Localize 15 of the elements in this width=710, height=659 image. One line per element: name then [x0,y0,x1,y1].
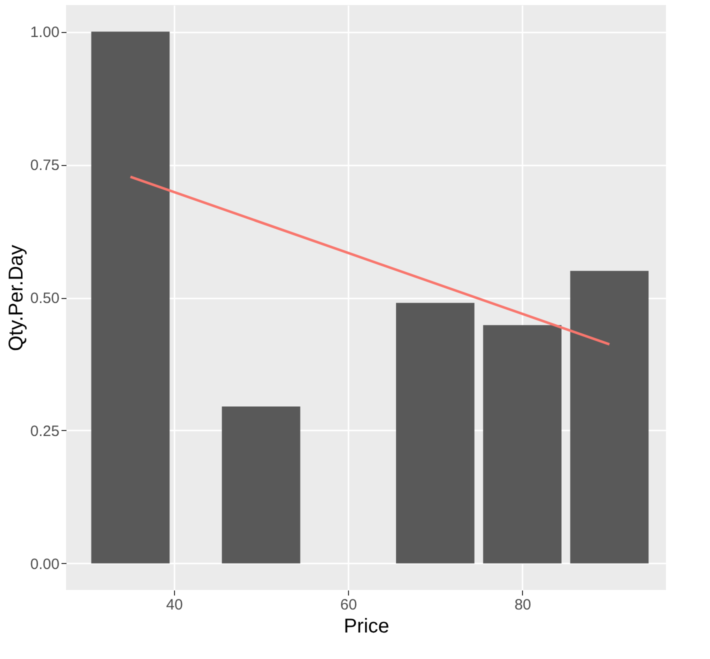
bar [396,302,474,564]
x-tick-label: 40 [166,596,183,614]
bar [483,325,562,564]
bar [222,406,300,564]
y-tick-label: 0.25 [30,422,60,440]
y-tick-label: 0.50 [30,290,60,307]
y-tick-label: 0.75 [30,157,60,174]
bar [91,32,170,564]
y-tick-label: 0.00 [30,556,60,573]
y-tick-label: 1.00 [30,24,60,42]
x-axis-title: Price [344,616,390,638]
x-tick-label: 80 [514,596,532,614]
y-axis-title: Qty.Per.Day [5,244,28,352]
bar [570,270,649,564]
x-tick-label: 60 [340,596,357,614]
